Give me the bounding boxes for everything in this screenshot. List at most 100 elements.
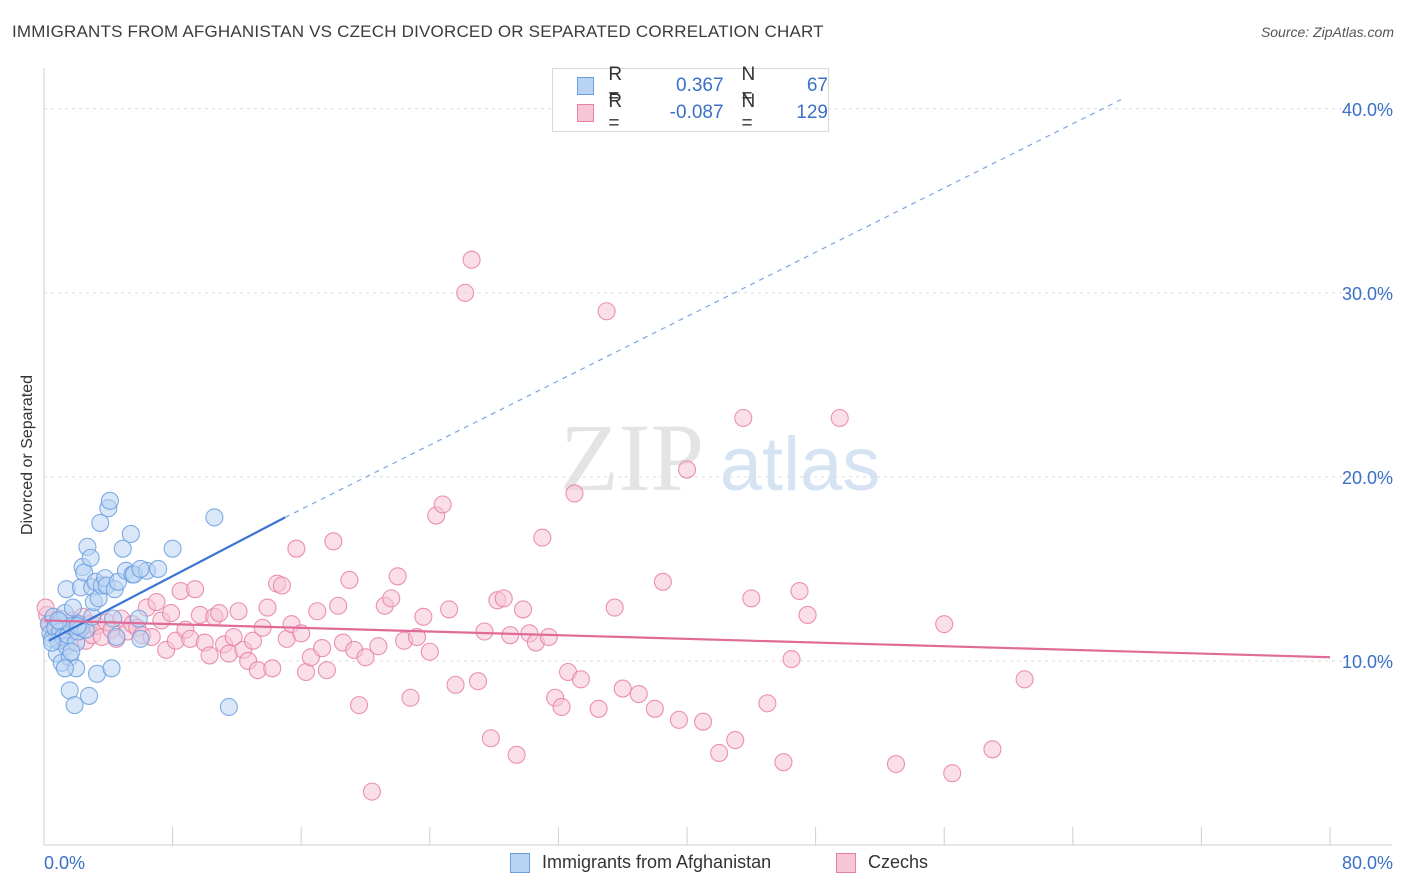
data-point [571, 670, 590, 689]
data-point [669, 710, 689, 729]
legend-r-value: 0.367 [676, 75, 724, 96]
data-point [356, 648, 375, 667]
data-point [533, 528, 552, 547]
data-point [539, 627, 558, 647]
x-tick-label: 0.0% [44, 853, 85, 873]
data-point [210, 604, 229, 623]
series-swatch-pink [836, 852, 856, 873]
legend-r-label: R = [608, 64, 623, 107]
data-point [313, 639, 332, 658]
data-point [79, 686, 99, 705]
data-point [420, 642, 439, 661]
data-point [317, 661, 336, 680]
data-point [42, 633, 62, 652]
data-point [507, 745, 526, 764]
data-point [983, 740, 1002, 759]
data-point [613, 679, 632, 698]
data-point [292, 624, 311, 643]
data-point [440, 600, 459, 619]
watermark-atlas: atlas [720, 422, 881, 507]
series-swatch-blue [510, 852, 530, 873]
data-point [161, 604, 181, 623]
watermark-zip: ZIP [560, 404, 704, 511]
data-point [742, 589, 761, 608]
series-label: Immigrants from Afghanistan [542, 852, 772, 872]
data-point [589, 699, 608, 718]
data-point [131, 559, 150, 578]
data-point [494, 589, 513, 608]
data-point [149, 559, 168, 578]
data-point [629, 685, 648, 704]
data-point [229, 602, 248, 621]
data-point [55, 659, 74, 678]
data-point [258, 598, 277, 617]
data-point [653, 572, 672, 591]
watermark: ZIP atlas [560, 404, 880, 511]
data-point [830, 408, 849, 428]
data-point [100, 491, 119, 510]
data-point [324, 532, 343, 551]
tick-labels: 10.0% 20.0% 30.0% 40.0% 0.0% 80.0% [44, 100, 1393, 873]
data-point [91, 513, 110, 532]
data-point [552, 697, 571, 717]
x-tick-label: 80.0% [1342, 853, 1393, 873]
legend-n-label: N = [741, 64, 756, 107]
data-point [272, 576, 291, 595]
data-point [475, 622, 494, 641]
legend-r-label: R = [608, 91, 623, 134]
data-point [129, 609, 148, 628]
data-point [935, 615, 954, 634]
data-point [513, 600, 533, 619]
chart-title: IMMIGRANTS FROM AFGHANISTAN VS CZECH DIV… [12, 22, 824, 41]
data-point [219, 697, 238, 717]
data-point [407, 627, 426, 647]
data-point [63, 598, 82, 617]
data-point [131, 629, 150, 648]
legend-n-value: 67 [806, 75, 828, 96]
data-point [798, 605, 817, 624]
axes [43, 68, 1392, 846]
data-point [790, 581, 809, 601]
data-point [81, 548, 100, 567]
data-point [308, 602, 327, 621]
data-point [677, 460, 697, 479]
data-point [205, 508, 224, 527]
data-point [726, 731, 745, 750]
data-point [388, 567, 407, 586]
data-point [382, 589, 401, 608]
data-point [943, 764, 962, 783]
data-point [147, 593, 166, 612]
series-legend-afghanistan[interactable]: Immigrants from Afghanistan [510, 852, 771, 873]
y-axis-label: Divorced or Separated [19, 374, 36, 536]
data-point [186, 580, 205, 599]
data-point [758, 694, 777, 713]
data-point [287, 539, 306, 558]
data-point [565, 484, 584, 503]
data-point [369, 637, 388, 656]
data-point [597, 302, 616, 321]
data-point [456, 283, 475, 302]
legend-n-value: 129 [796, 102, 828, 123]
y-tick-label: 20.0% [1342, 468, 1393, 488]
legend-swatch-pink [577, 104, 595, 122]
data-point [446, 675, 465, 694]
czechs-trend-line [43, 619, 1331, 659]
data-point [340, 570, 359, 590]
data-point [605, 598, 624, 617]
data-point [401, 688, 420, 707]
data-point [200, 646, 219, 665]
legend-n-label: N = [741, 91, 756, 134]
y-tick-label: 30.0% [1342, 284, 1393, 304]
data-point [243, 631, 263, 650]
data-point [481, 729, 500, 748]
data-point [113, 539, 132, 558]
data-point [104, 609, 123, 628]
series-legend-czechs[interactable]: Czechs [836, 852, 928, 873]
trend-lines [43, 99, 1331, 659]
y-tick-label: 10.0% [1342, 652, 1393, 672]
data-point [645, 699, 664, 718]
legend-r-value: -0.087 [669, 102, 724, 123]
data-point [62, 642, 81, 661]
data-point [886, 754, 906, 774]
